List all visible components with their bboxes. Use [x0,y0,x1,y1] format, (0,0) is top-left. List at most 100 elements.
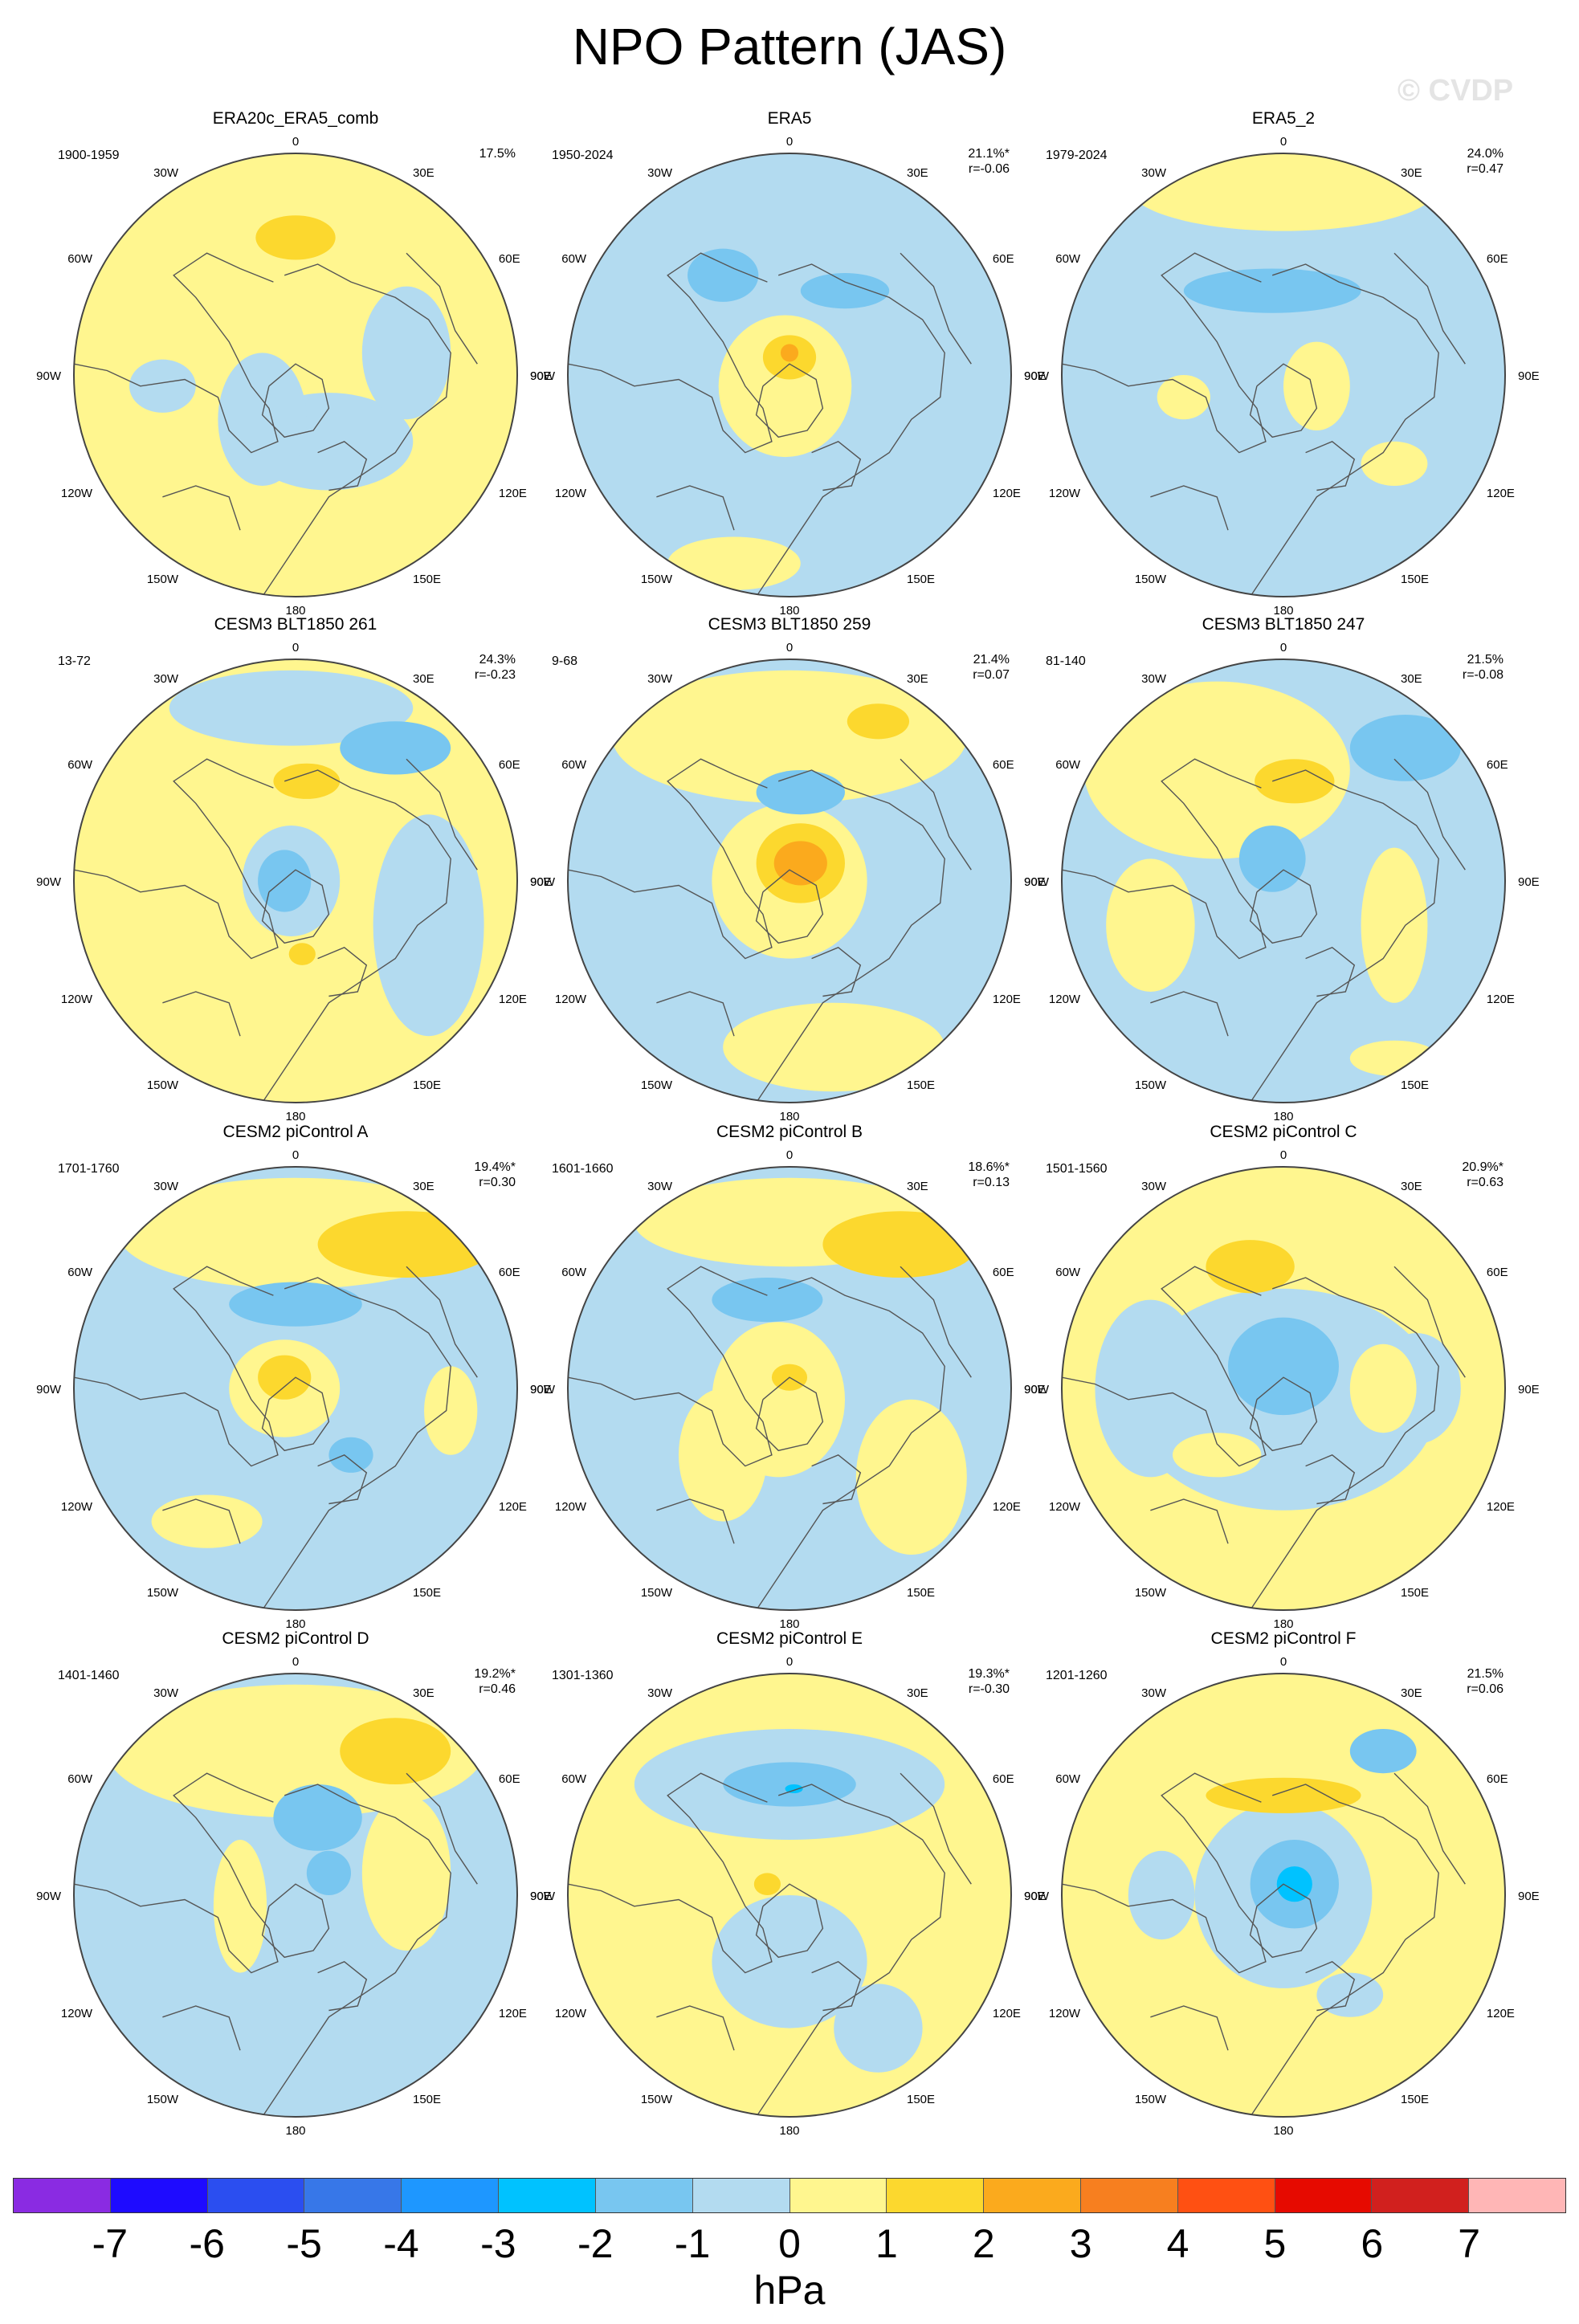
longitude-label: 150E [413,1078,441,1092]
longitude-label: 30E [1401,1686,1422,1700]
panel-variance-pct: 21.5% [1467,1667,1504,1681]
longitude-label: 150W [147,1586,179,1600]
anomaly-region [317,1211,496,1278]
coastlines [74,1772,478,2117]
anomaly-region [1206,1777,1361,1813]
anomaly-region [718,315,852,458]
longitude-label: 150E [1401,2093,1429,2106]
longitude-label: 60E [993,252,1014,266]
colorbar-box [402,2179,500,2212]
map-panel: 180 150E 120E 90E 60E 30E 0 30W 60W 90W 120W 150W CE… [1024,615,1540,1123]
longitude-label: 180 [285,1617,305,1631]
panel-title: CESM2 piControl B [716,1123,863,1141]
longitude-label: 90W [36,1383,62,1396]
panel-years: 1601-1660 [552,1162,614,1176]
longitude-label: 180 [779,604,799,618]
map-panel: 180 150E 120E 90E 60E 30E 0 30W 60W 90W 120W 150W CE… [36,615,552,1123]
longitude-label: 60E [993,1266,1014,1279]
map-border [567,1166,1012,1611]
panel-pattern-correlation: r=0.07 [973,668,1010,682]
longitude-label: 150W [1135,1586,1167,1600]
longitude-label: 150E [413,573,441,586]
anomaly-region [129,359,196,413]
anomaly-region [1206,1240,1295,1294]
panel-variance-pct: 21.5% [1467,653,1504,667]
anomaly-region [1083,681,1350,859]
longitude-label: 60W [67,1772,93,1786]
longitude-label: 150W [147,573,179,586]
colorbar-tick-label: 1 [875,2221,898,2266]
map-panel: 180 150E 120E 90E 60E 30E 0 30W 60W 90W 120W 150W CE… [36,1629,552,2138]
longitude-label: 60W [1055,252,1081,266]
longitude-label: 0 [292,135,299,149]
anomaly-region [306,1850,351,1895]
longitude-label: 30E [1401,166,1422,180]
coastlines [1062,1772,1466,2117]
longitude-label: 60W [1055,758,1081,772]
longitude-label: 60E [1487,1772,1508,1786]
longitude-label: 60W [67,758,93,772]
longitude-label: 180 [1273,2124,1293,2138]
longitude-label: 150E [907,1586,935,1600]
anomaly-region [612,670,967,804]
map-border [1061,1166,1506,1611]
longitude-label: 120E [1487,2007,1515,2020]
colorbar-tick-label: -2 [577,2221,614,2266]
anomaly-region [258,1355,312,1400]
figure-title: NPO Pattern (JAS) [572,18,1007,75]
longitude-label: 60W [561,758,587,772]
anomaly-region [712,1895,867,2028]
longitude-label: 90E [530,875,552,889]
panel-years: 1201-1260 [1046,1669,1108,1682]
longitude-label: 30W [153,1686,179,1700]
longitude-label: 30W [1141,1686,1167,1700]
longitude-label: 30E [413,672,435,686]
longitude-label: 0 [786,135,793,149]
longitude-label: 60W [561,1772,587,1786]
colorbar-tick-label: -6 [189,2221,225,2266]
longitude-label: 60E [993,1772,1014,1786]
longitude-label: 0 [1280,1655,1287,1669]
panel-pattern-correlation: r=-0.08 [1463,668,1504,682]
colorbar-tick-label: 2 [972,2221,995,2266]
map-panel: 180 150E 120E 90E 60E 30E 0 30W 60W 90W 120W 150W CE… [530,1123,1046,1631]
longitude-label: 120W [61,993,93,1006]
anomaly-region [1283,341,1350,430]
longitude-label: 180 [285,604,305,618]
longitude-label: 120W [1049,993,1081,1006]
longitude-label: 90W [36,875,62,889]
panel-variance-pct: 21.1%* [968,147,1010,161]
panel-years: 1401-1460 [58,1669,120,1682]
longitude-label: 150E [1401,1078,1429,1092]
panel-title: CESM3 BLT1850 259 [708,615,871,634]
colorbar-box [1275,2179,1373,2212]
longitude-label: 30W [1141,1180,1167,1193]
anomaly-region [107,1684,484,1818]
panel-title: CESM2 piControl A [223,1123,369,1141]
map-panel: 180 150E 120E 90E 60E 30E 0 30W 60W 90W 120W 150W ER… [36,109,552,618]
longitude-label: 150E [1401,1586,1429,1600]
longitude-label: 60W [1055,1772,1081,1786]
anomaly-region [756,770,845,815]
longitude-label: 90E [1518,1383,1540,1396]
colorbar-box [499,2179,596,2212]
longitude-label: 60E [499,252,520,266]
map-panel: 180 150E 120E 90E 60E 30E 0 30W 60W 90W 120W 150W ER… [530,109,1046,618]
longitude-label: 120E [499,993,527,1006]
longitude-label: 30E [907,1180,928,1193]
anomaly-region [1276,1866,1312,1902]
panel-pattern-correlation: r=0.06 [1467,1682,1504,1696]
map-panel: 180 150E 120E 90E 60E 30E 0 30W 60W 90W 120W 150W CE… [1024,1123,1540,1631]
anomaly-region [687,248,759,302]
longitude-label: 120W [1049,1500,1081,1514]
panel-years: 1900-1959 [58,149,120,162]
longitude-label: 150E [413,2093,441,2106]
anomaly-region [340,1718,451,1785]
map-panel: 180 150E 120E 90E 60E 30E 0 30W 60W 90W 120W 150W CE… [530,1629,1046,2138]
colorbar-labels: -7 -6 -5 -4 -3 -2 -1 0 1 2 3 4 5 6 7 [0,2220,1579,2268]
longitude-label: 150W [641,573,673,586]
map-border [567,153,1012,597]
longitude-label: 0 [1280,641,1287,654]
longitude-label: 120E [499,2007,527,2020]
coastlines [1062,252,1466,597]
